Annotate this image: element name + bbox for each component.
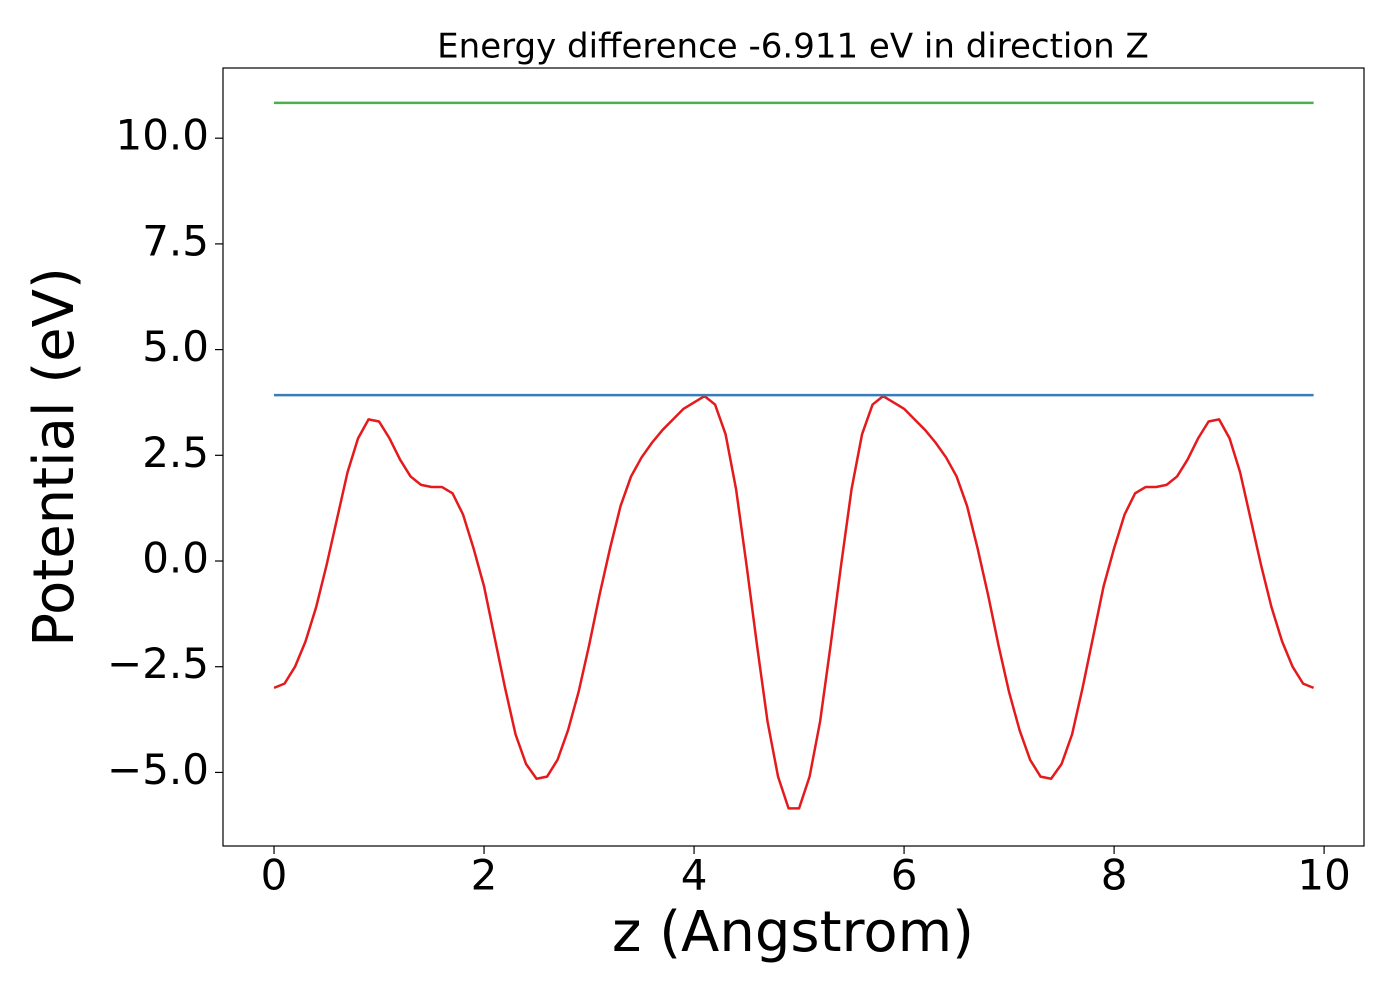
- y-tick-label: 5.0: [142, 322, 209, 371]
- x-tick-label: 10: [1297, 851, 1350, 900]
- x-axis-label: z (Angstrom): [612, 900, 974, 965]
- chart-title: Energy difference -6.911 eV in direction…: [437, 27, 1149, 67]
- x-tick-label: 8: [1101, 851, 1128, 900]
- x-tick-label: 0: [261, 851, 288, 900]
- plot-frame: [222, 67, 1365, 847]
- x-tick-label: 2: [471, 851, 498, 900]
- y-tick-label: 10.0: [115, 111, 209, 160]
- y-tick-label: 0.0: [142, 534, 209, 583]
- y-tick-label: −2.5: [107, 639, 209, 688]
- series-line: [273, 394, 1315, 810]
- y-axis-label: Potential (eV): [22, 267, 87, 647]
- x-tick-label: 4: [681, 851, 708, 900]
- x-tick-label: 6: [891, 851, 918, 900]
- y-tick-label: 2.5: [142, 428, 209, 477]
- y-tick-label: 7.5: [142, 216, 209, 265]
- y-tick-label: −5.0: [107, 745, 209, 794]
